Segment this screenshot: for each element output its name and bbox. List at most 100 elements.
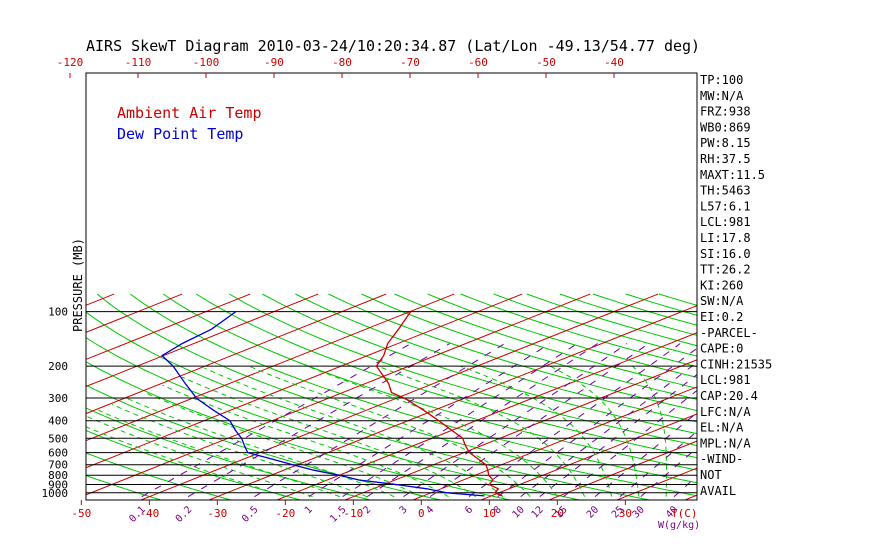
index-item: AVAIL xyxy=(700,484,736,498)
mixing-ratio-tick-3: 3 xyxy=(398,504,410,516)
mixing-ratio-line xyxy=(366,343,598,498)
moist-adiabat-line xyxy=(98,409,340,498)
index-item: LFC:N/A xyxy=(700,405,751,419)
index-item: LCL:981 xyxy=(700,373,751,387)
mixing-ratio-line xyxy=(254,343,506,498)
isotherm-line xyxy=(86,293,455,442)
bottom-temp-tick--10: -10 xyxy=(343,507,363,520)
isotherm-line xyxy=(86,293,387,415)
moist-adiabat-line xyxy=(248,365,531,498)
dry-adiabat-line xyxy=(361,293,697,400)
moist-adiabat-line xyxy=(377,365,586,497)
isotherm-line xyxy=(343,359,697,500)
temperature-unit-label: T(C) xyxy=(671,507,698,520)
dry-adiabat-line xyxy=(86,475,163,500)
dry-adiabat-line xyxy=(162,293,697,471)
top-temp-tick--40: -40 xyxy=(604,56,624,69)
dry-adiabat-line xyxy=(86,311,652,500)
index-item: SI:16.0 xyxy=(700,247,751,261)
plot-frame xyxy=(85,72,698,501)
bottom-temp-tick-10: 10 xyxy=(483,507,496,520)
top-temp-tick--60: -60 xyxy=(468,56,488,69)
pressure-tick-100: 100 xyxy=(48,306,68,319)
legend-ambient-air-temp: Ambient Air Temp xyxy=(117,104,262,122)
isotherm-line xyxy=(139,293,659,500)
index-item: CAPE:0 xyxy=(700,342,743,356)
mixing-ratio-line xyxy=(539,373,697,498)
pressure-tick-200: 200 xyxy=(48,360,68,373)
index-item: TP:100 xyxy=(700,73,743,87)
isotherm-line xyxy=(479,413,697,500)
isotherm-line xyxy=(411,386,697,500)
legend: Ambient Air Temp Dew Point Temp xyxy=(117,104,262,143)
isotherm-line xyxy=(86,293,251,360)
dry-adiabat-line xyxy=(86,361,512,500)
top-temp-tick--50: -50 xyxy=(536,56,556,69)
top-temp-tick--110: -110 xyxy=(125,56,152,69)
bottom-temp-tick-20: 20 xyxy=(551,507,564,520)
moist-adiabat-line xyxy=(126,397,395,498)
top-temp-tick--80: -80 xyxy=(332,56,352,69)
index-item: TH:5463 xyxy=(700,184,751,198)
mixing-ratio-tick-12: 12 xyxy=(530,504,546,520)
dry-adiabat-line xyxy=(526,293,697,347)
mixing-ratio-tick-4: 4 xyxy=(424,504,436,516)
index-item: CAP:20.4 xyxy=(700,389,758,403)
bottom-temp-tick--40: -40 xyxy=(139,507,159,520)
dry-adiabat-line xyxy=(86,452,232,500)
moist-adiabat-line xyxy=(86,426,286,498)
top-temp-tick--90: -90 xyxy=(264,56,284,69)
dry-adiabat-line xyxy=(86,384,442,500)
index-item: L57:6.1 xyxy=(700,199,751,213)
pressure-tick-500: 500 xyxy=(48,432,68,445)
index-item: MPL:N/A xyxy=(700,436,751,450)
moist-adiabat-line xyxy=(162,384,449,498)
mixing-ratio-tick-6: 6 xyxy=(463,504,475,516)
mixing-ratio-line xyxy=(594,412,697,498)
index-item: PW:8.15 xyxy=(700,136,751,150)
mixing-ratio-line xyxy=(308,343,550,498)
dry-adiabat-line xyxy=(195,293,697,459)
bottom-temp-tick-0: 0 xyxy=(418,507,425,520)
pressure-tick-300: 300 xyxy=(48,392,68,405)
top-temp-tick--70: -70 xyxy=(400,56,420,69)
mixing-ratio-unit-label: W(g/kg) xyxy=(658,520,700,531)
index-item: EI:0.2 xyxy=(700,310,743,324)
pressure-tick-900: 900 xyxy=(48,479,68,492)
index-item: EL:N/A xyxy=(700,421,744,435)
mixing-ratio-line xyxy=(342,343,578,498)
index-item: TT:26.2 xyxy=(700,263,751,277)
index-item: NOT xyxy=(700,468,722,482)
index-item: FRZ:938 xyxy=(700,105,751,119)
isotherm-line xyxy=(0,294,46,500)
top-temperature-tick-labels: -120 -110 -100 -90 -80 -70 -60 -50 -40 xyxy=(57,56,624,78)
index-item: RH:37.5 xyxy=(700,152,751,166)
index-item: -PARCEL- xyxy=(700,326,758,340)
dry-adiabat-line xyxy=(262,293,697,435)
pressure-tick-400: 400 xyxy=(48,415,68,428)
top-temp-tick--100: -100 xyxy=(193,56,220,69)
moist-adiabat-line xyxy=(181,376,477,498)
y-axis-label: PRESSURE (MB) xyxy=(71,238,85,332)
mixing-ratio-tick-0.5: 0.5 xyxy=(240,504,261,525)
mixing-ratio-tick-20: 20 xyxy=(585,504,601,520)
moist-adiabat-line xyxy=(460,365,613,497)
index-item: LCL:981 xyxy=(700,215,751,229)
isotherm-line xyxy=(752,294,870,500)
mixing-ratio-line xyxy=(187,343,450,498)
dry-adiabat-line xyxy=(328,293,697,412)
legend-dew-point-temp: Dew Point Temp xyxy=(117,125,243,143)
moist-adiabat-line xyxy=(86,415,313,498)
mixing-ratio-line xyxy=(403,343,628,498)
index-item: KI:260 xyxy=(700,278,743,292)
index-item: MAXT:11.5 xyxy=(700,168,765,182)
isotherm-line xyxy=(86,293,591,496)
index-item: CINH:21535 xyxy=(700,357,772,371)
mixing-ratio-line xyxy=(520,361,697,498)
bottom-temp-tick-30: 30 xyxy=(619,507,632,520)
mixing-ratio-tick-0.2: 0.2 xyxy=(174,504,195,525)
mixing-ratio-line xyxy=(497,347,697,498)
